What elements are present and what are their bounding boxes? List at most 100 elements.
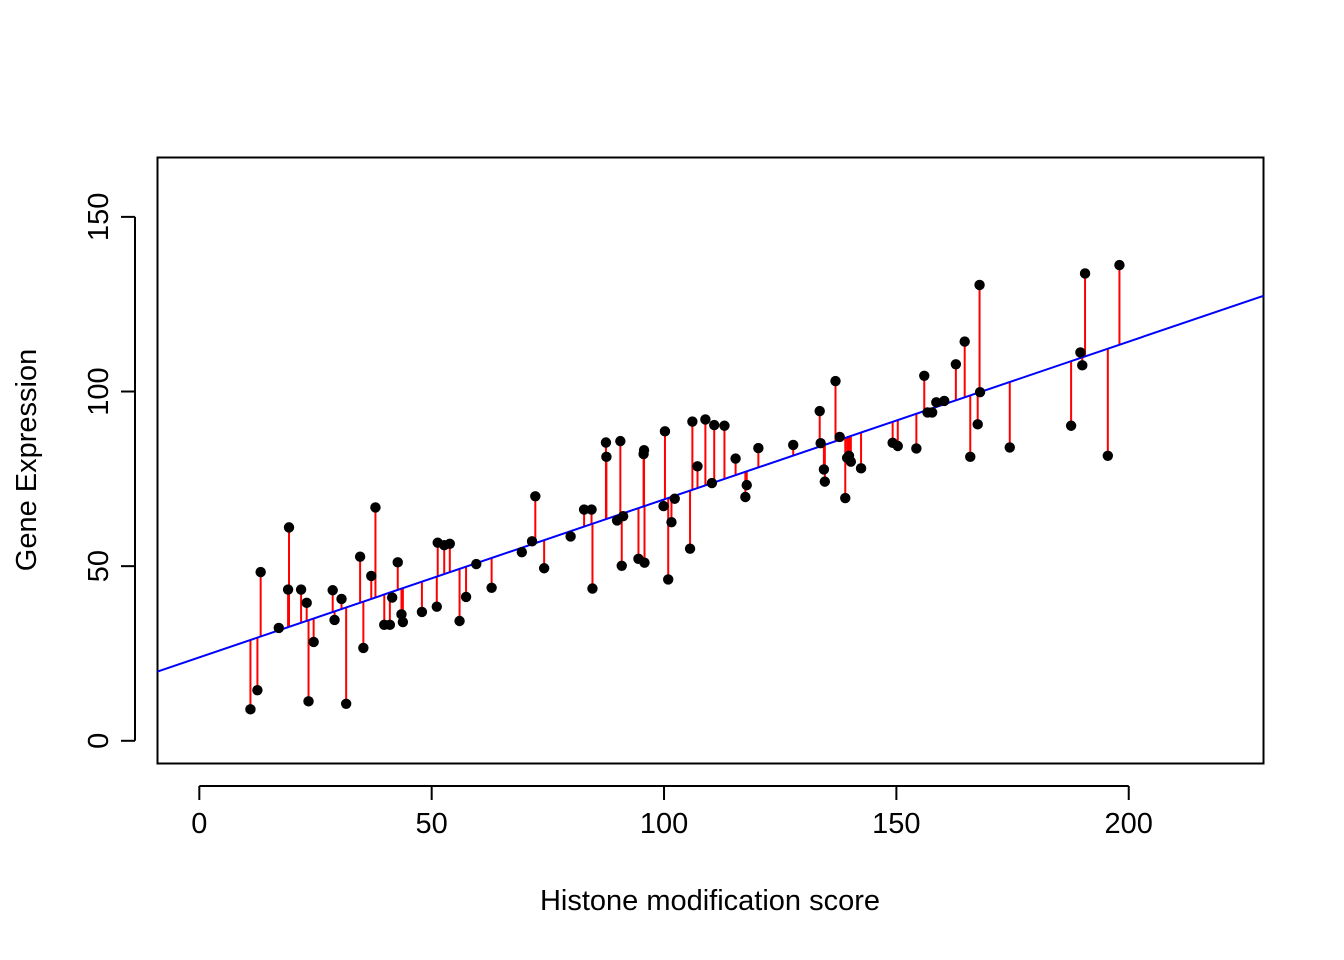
data-point — [282, 584, 294, 595]
data-point — [834, 431, 845, 443]
data-point — [684, 543, 696, 554]
data-point — [397, 616, 409, 628]
residual-lines — [249, 265, 1121, 710]
y-axis: 0 50 100 150 — [83, 193, 136, 749]
data-point — [663, 574, 674, 585]
data-point — [830, 375, 841, 387]
data-points — [245, 259, 1125, 715]
data-point — [301, 597, 312, 609]
data-point — [538, 563, 550, 574]
data-point — [354, 551, 366, 562]
data-point — [454, 615, 465, 627]
data-point — [687, 416, 698, 427]
data-point — [669, 493, 680, 504]
data-point — [972, 419, 983, 430]
data-point — [815, 438, 826, 449]
data-point — [526, 536, 538, 547]
data-point — [601, 451, 612, 463]
y-tick-label: 150 — [83, 193, 115, 241]
data-point — [392, 557, 403, 568]
y-tick-label: 50 — [83, 550, 115, 582]
data-point — [666, 516, 677, 528]
data-point — [959, 336, 970, 347]
data-point — [273, 622, 284, 634]
data-point — [578, 504, 590, 515]
data-point — [370, 502, 381, 513]
data-point — [950, 359, 962, 370]
data-point — [1079, 268, 1091, 279]
x-tick-label: 100 — [640, 808, 688, 840]
data-point — [295, 584, 307, 595]
data-point — [329, 614, 340, 626]
data-point — [974, 279, 985, 291]
data-point — [444, 538, 455, 550]
data-point — [919, 370, 930, 381]
data-point — [283, 522, 295, 533]
data-point — [530, 491, 541, 502]
data-point — [814, 405, 825, 417]
data-point — [1065, 420, 1077, 431]
data-point — [1004, 442, 1015, 453]
data-point — [308, 636, 319, 648]
data-point — [386, 592, 398, 603]
data-point — [638, 444, 650, 456]
data-point — [336, 593, 347, 605]
data-point — [255, 566, 266, 578]
data-point — [788, 439, 799, 451]
data-point — [892, 440, 903, 452]
x-tick-label: 0 — [191, 808, 207, 840]
data-point — [303, 696, 314, 707]
data-point — [719, 420, 730, 431]
data-point — [366, 570, 377, 582]
data-point — [753, 442, 764, 454]
data-point — [586, 504, 597, 515]
data-point — [741, 479, 752, 491]
data-point — [706, 477, 718, 489]
x-tick-label: 50 — [416, 808, 448, 840]
data-point — [730, 453, 741, 464]
data-point — [396, 609, 407, 620]
data-point — [965, 451, 976, 463]
data-point — [840, 492, 851, 504]
y-axis-title: Gene Expression — [11, 349, 43, 571]
plot-frame — [156, 156, 1265, 765]
x-tick-label: 150 — [872, 808, 920, 840]
data-point — [659, 426, 671, 437]
data-point — [617, 511, 629, 522]
data-point — [486, 582, 497, 594]
data-point — [700, 414, 711, 425]
data-point — [740, 491, 751, 503]
data-point — [600, 437, 612, 448]
data-point — [1114, 259, 1125, 271]
x-axis-title: Histone modification score — [540, 885, 880, 917]
data-point — [1077, 360, 1088, 371]
data-point — [709, 419, 720, 431]
data-point — [587, 583, 598, 594]
data-point — [516, 546, 528, 558]
data-point — [819, 476, 831, 487]
data-point — [926, 407, 938, 418]
data-point — [855, 463, 867, 474]
data-point — [358, 642, 369, 654]
data-point — [1075, 347, 1086, 358]
data-point — [931, 397, 942, 408]
x-tick-label: 200 — [1105, 808, 1153, 840]
data-point — [471, 558, 482, 570]
data-point — [845, 456, 857, 467]
data-point — [252, 684, 263, 696]
data-point — [565, 531, 576, 542]
data-point — [658, 500, 669, 512]
data-point — [616, 560, 627, 572]
data-point — [327, 585, 338, 596]
data-point — [639, 557, 650, 568]
data-point — [460, 591, 472, 603]
data-point — [911, 443, 922, 454]
data-point — [431, 601, 442, 612]
x-axis: 0 50 100 150 200 — [191, 785, 1153, 840]
data-point — [818, 464, 830, 475]
data-point — [974, 387, 986, 398]
data-point — [615, 435, 626, 447]
data-point — [245, 704, 256, 715]
data-point — [340, 698, 352, 709]
